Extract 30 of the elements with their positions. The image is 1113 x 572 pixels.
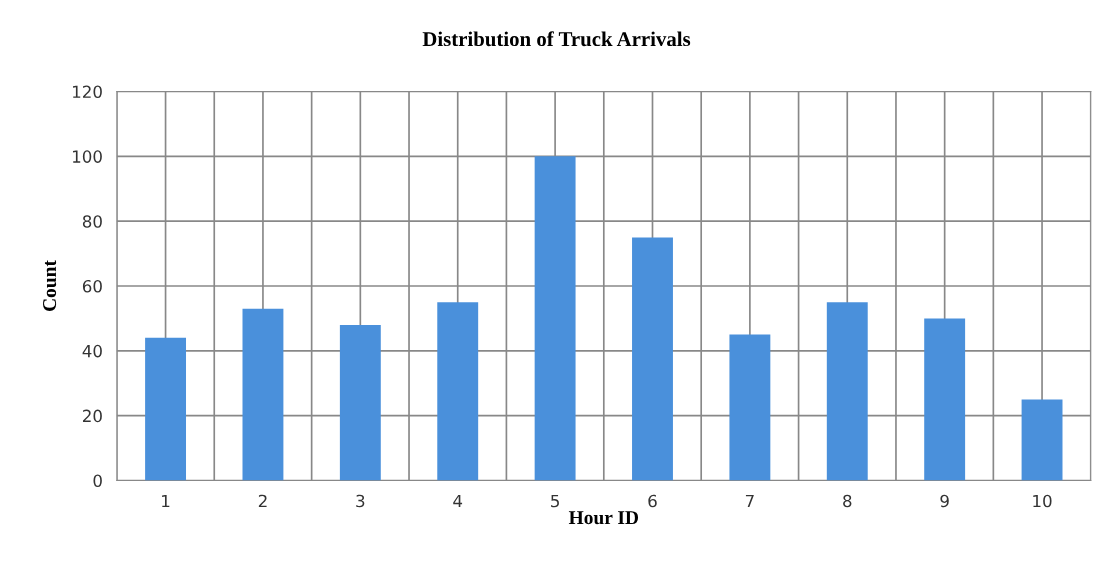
bar xyxy=(924,318,966,481)
x-axis-title: Hour ID xyxy=(568,511,639,525)
y-tick-label: 20 xyxy=(82,409,102,423)
bar xyxy=(437,302,479,481)
chart-title: Distribution of Truck Arrivals xyxy=(422,31,691,47)
y-axis-title: Count xyxy=(43,260,57,311)
x-tick-label: 6 xyxy=(648,494,657,508)
bar xyxy=(339,324,381,481)
y-tick-label: 120 xyxy=(72,85,102,99)
x-tick-label: 5 xyxy=(551,494,559,508)
x-tick-label: 8 xyxy=(843,494,852,508)
x-tick-label: 7 xyxy=(745,494,754,508)
x-tick-label: 4 xyxy=(453,494,463,508)
x-tick-label: 10 xyxy=(1033,494,1052,508)
y-tick-label: 0 xyxy=(93,474,102,488)
x-tick-label: 9 xyxy=(940,494,949,508)
bar xyxy=(242,308,284,481)
x-tick-label: 1 xyxy=(162,494,170,508)
x-tick-label: 3 xyxy=(356,494,365,508)
y-tick-label: 60 xyxy=(82,279,102,293)
bar xyxy=(534,156,576,481)
bar xyxy=(729,334,771,481)
bar xyxy=(632,237,673,481)
bar xyxy=(1021,399,1063,481)
y-tick-label: 80 xyxy=(82,215,102,228)
y-tick-label: 40 xyxy=(82,344,102,358)
y-tick-label: 100 xyxy=(72,150,102,163)
bar xyxy=(826,302,868,481)
x-tick-label: 2 xyxy=(258,494,267,508)
bar xyxy=(145,337,187,481)
